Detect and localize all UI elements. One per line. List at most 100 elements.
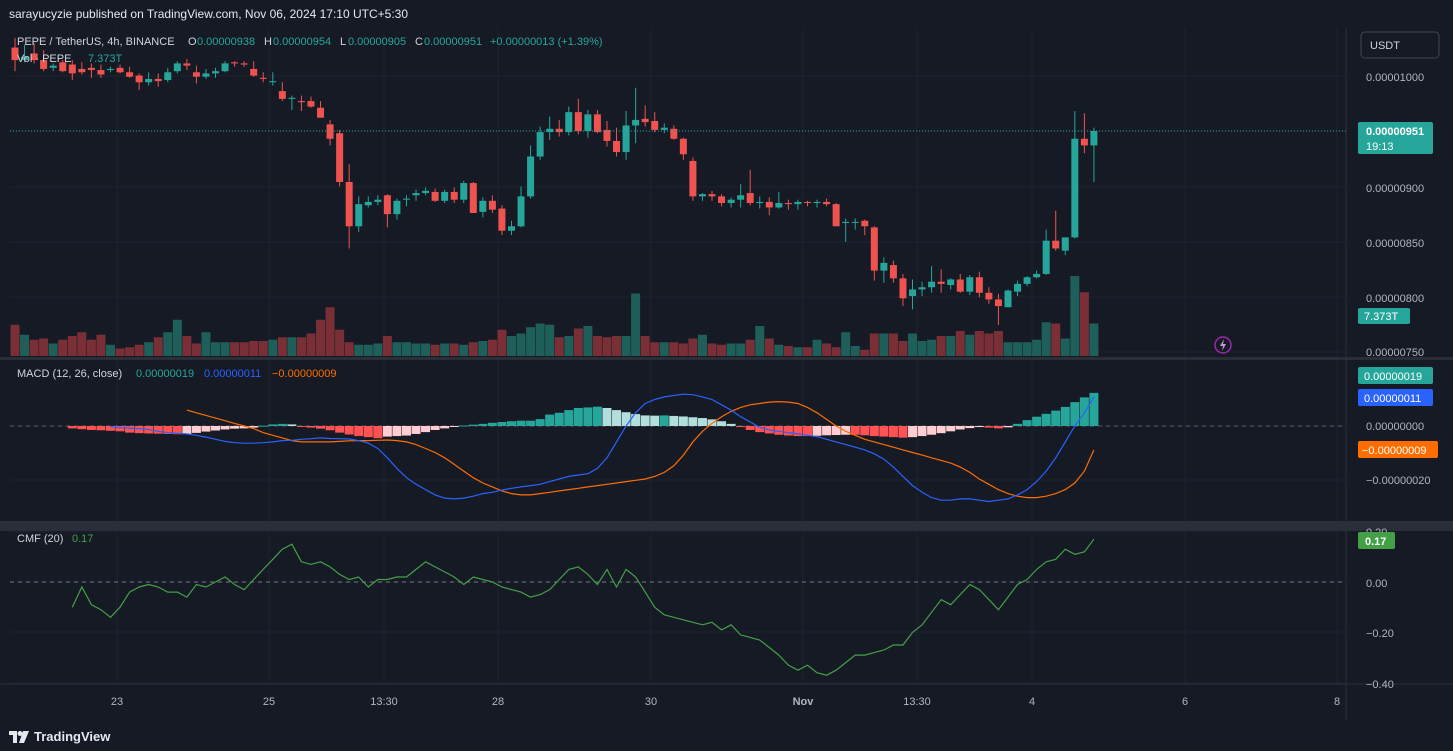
candle-body (593, 114, 601, 133)
macd-hist-bar (459, 425, 469, 427)
macd-hist-bar (888, 426, 898, 438)
candle-body (565, 112, 573, 133)
lightning-icon[interactable] (1214, 336, 1232, 354)
candle-body (679, 138, 687, 155)
candle-body (880, 262, 888, 271)
time-label: 25 (263, 696, 275, 708)
macd-hist-bar (1051, 410, 1061, 426)
candle-body (756, 201, 764, 204)
macd-hist-bar (401, 426, 411, 436)
time-label: 4 (1029, 696, 1035, 708)
volume-bars (10, 276, 1099, 356)
candle-body (21, 56, 29, 61)
cmf-tick: −0.20 (1366, 628, 1394, 640)
pane-separator-macd[interactable] (0, 357, 1453, 360)
macd-hist-bar (373, 426, 383, 439)
currency-button[interactable]: USDT (1360, 31, 1440, 59)
candle-body (317, 107, 325, 118)
volume-bar (67, 336, 77, 356)
price-scale[interactable]: 0.00001000 0.00000900 0.00000850 0.00000… (1366, 72, 1424, 359)
volume-bar (1032, 339, 1042, 356)
publisher-text: sarayucyzie published on TradingView.com… (9, 7, 409, 21)
macd-hist-bar (1013, 423, 1023, 426)
macd-hist-bar (640, 415, 650, 426)
volume-bar (678, 343, 688, 356)
volume-bar (306, 333, 316, 356)
macd-hist-bar (831, 426, 841, 436)
volume-bar (1079, 292, 1089, 356)
candle-body (928, 281, 936, 288)
macd-hist-bar (382, 426, 392, 437)
candle-body (250, 68, 258, 76)
macd-hist-bar (688, 417, 698, 426)
candle-body (145, 78, 153, 83)
candle-body (775, 203, 783, 208)
volume-bar (115, 348, 125, 356)
candle-body (49, 65, 57, 68)
cmf-scale[interactable]: 0.20 0.00 −0.20 −0.40 (1366, 527, 1394, 691)
macd-scale[interactable]: 0.00000000 −0.00000020 (1366, 421, 1431, 487)
candle-body (1071, 138, 1079, 238)
candle-body (1042, 240, 1050, 274)
volume-bar (535, 323, 545, 356)
candle-body (1004, 290, 1012, 308)
volume-bar (516, 333, 526, 356)
footer-bar: TradingView (0, 720, 1453, 751)
macd-hist-bar (1003, 426, 1013, 428)
candle-body (861, 220, 869, 227)
volume-bar (927, 339, 937, 356)
volume-bar (573, 328, 583, 356)
macd-title: MACD (12, 26, close) (17, 368, 122, 380)
volume-bar (430, 344, 440, 356)
candle-body (402, 198, 410, 200)
volume-bar (621, 336, 631, 356)
price-tick: 0.00000900 (1366, 183, 1424, 195)
volume-bar (478, 341, 488, 356)
macd-hist-bar (974, 426, 984, 428)
time-axis[interactable]: 23 25 13:30 28 30 Nov 13:30 4 6 8 (111, 696, 1340, 708)
cmf-legend: CMF (20) 0.17 (17, 533, 93, 545)
candle-body (536, 132, 544, 157)
candle-body (966, 277, 974, 292)
candle-body (632, 119, 640, 126)
candle-body (460, 183, 468, 200)
candle-body (613, 140, 621, 153)
tradingview-logo[interactable]: TradingView (9, 729, 110, 744)
macd-hist-bar (946, 426, 956, 432)
volume-bar (793, 347, 803, 356)
time-label: 30 (645, 696, 657, 708)
macd-hist-bar (1070, 402, 1080, 426)
cmf-tick: −0.40 (1366, 679, 1394, 691)
pane-separator-cmf[interactable] (0, 521, 1453, 531)
candle-body (412, 193, 420, 196)
macd-hist-bar (936, 426, 946, 434)
candle-body (641, 118, 649, 123)
candle-body (498, 208, 506, 231)
macd-signal-label: −0.00000009 (1362, 445, 1427, 457)
volume-bar (984, 333, 994, 356)
candle-body (1033, 273, 1041, 278)
volume-bar (841, 332, 851, 356)
volume-bar (745, 339, 755, 356)
candle-body (355, 204, 363, 227)
main-legend: PEPE / TetherUS, 4h, BINANCE O 0.0000093… (17, 36, 603, 65)
macd-hist-bar (153, 426, 163, 434)
currency-button-label[interactable]: USDT (1370, 40, 1400, 52)
volume-bar (612, 336, 622, 356)
legend-open-label: O (188, 36, 197, 48)
macd-hist-bar (1060, 406, 1070, 426)
cmf-value: 0.17 (72, 533, 93, 545)
macd-tick: 0.00000000 (1366, 421, 1424, 433)
macd-hist-bar (535, 419, 545, 426)
time-label: 8 (1334, 696, 1340, 708)
candle-body (393, 200, 401, 215)
candle-body (87, 67, 95, 71)
volume-bar (917, 341, 927, 356)
volume-bar (526, 327, 536, 356)
volume-bar (1060, 338, 1070, 356)
volume-bar (631, 293, 641, 356)
cmf-series (10, 538, 1346, 676)
candle-body (765, 201, 773, 208)
macd-hist-bar (163, 426, 173, 434)
